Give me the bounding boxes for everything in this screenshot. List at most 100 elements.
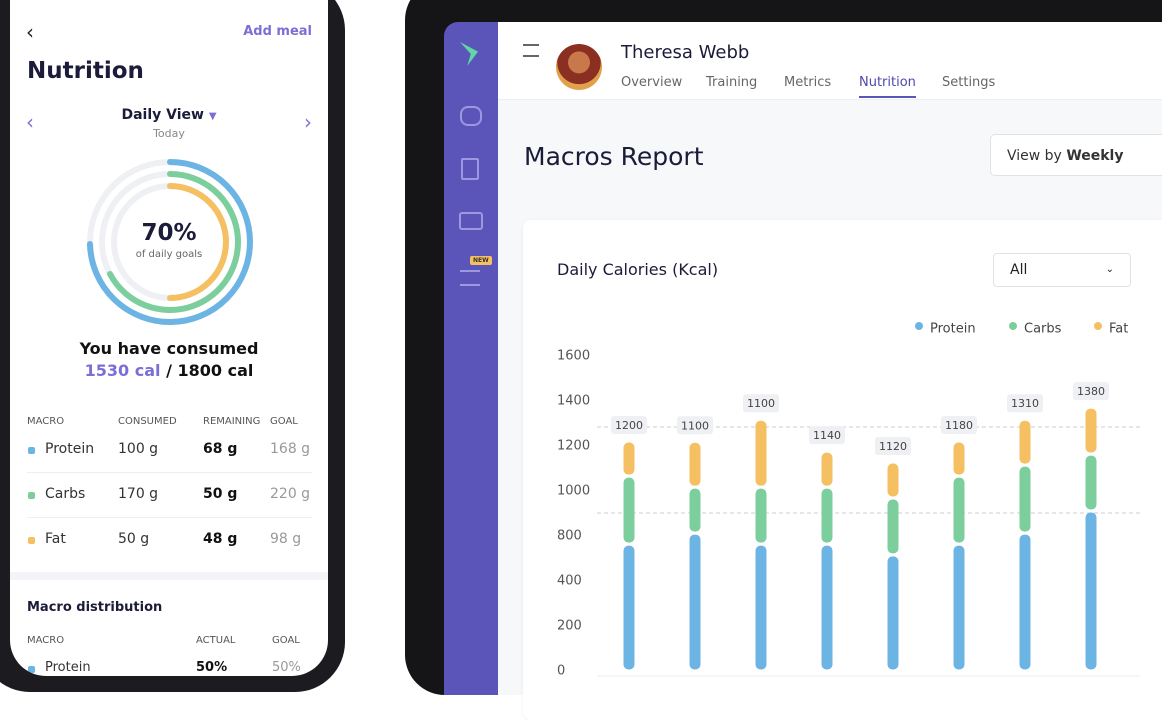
- back-button[interactable]: ‹: [26, 20, 34, 44]
- value-label-box: [743, 394, 779, 413]
- legend-label: Fat: [1109, 322, 1128, 337]
- bar-segment: [1085, 455, 1097, 510]
- consumed-current: 1530 cal: [84, 361, 161, 380]
- bar-segment: [887, 556, 899, 670]
- ring: [87, 159, 253, 325]
- user-name: Theresa Webb: [621, 42, 750, 63]
- legend-dot: [1009, 322, 1017, 330]
- table-header: MACRO: [27, 416, 65, 427]
- value-label: 1100: [747, 397, 775, 410]
- nav-icon[interactable]: [460, 106, 482, 126]
- table-cell: 220 g: [270, 486, 311, 502]
- table-cell: 98 g: [270, 531, 302, 547]
- tab[interactable]: Training: [706, 75, 758, 90]
- view-by[interactable]: View by Weekly: [990, 134, 1162, 176]
- phone-screen: ‹ Add meal Nutrition ‹ › Daily View ▼ To…: [10, 0, 328, 676]
- bar-segment: [1085, 512, 1097, 670]
- distribution-title: Macro distribution: [27, 600, 163, 615]
- bar-segment: [821, 545, 833, 670]
- y-tick-label: 800: [557, 529, 582, 544]
- bar-segment: [689, 534, 701, 670]
- view-sub: Today: [153, 127, 185, 140]
- view-by-value: Weekly: [1066, 148, 1124, 164]
- legend-label: Carbs: [1024, 322, 1062, 337]
- value-label: 1100: [681, 419, 709, 432]
- bar-segment: [821, 488, 833, 543]
- divider: [10, 572, 328, 580]
- new-badge: NEW: [470, 256, 492, 265]
- card-title: Daily Calories (Kcal): [557, 260, 719, 279]
- bar-segment: [623, 545, 635, 670]
- table-header: ACTUAL: [196, 635, 236, 646]
- table-header: GOAL: [270, 416, 298, 427]
- menu-icon[interactable]: [523, 44, 539, 57]
- y-tick-label: 200: [557, 619, 582, 634]
- value-label-box: [1073, 382, 1109, 401]
- table-cell: 50 g: [118, 531, 150, 547]
- y-tick-label: 1000: [557, 484, 590, 499]
- tab[interactable]: Overview: [621, 75, 683, 90]
- table-cell: 50 g: [203, 486, 238, 502]
- value-label: 1380: [1077, 385, 1105, 398]
- y-tick-label: 400: [557, 574, 582, 589]
- bar-segment: [755, 545, 767, 670]
- table-header: MACRO: [27, 635, 65, 646]
- bar-segment: [623, 442, 635, 475]
- bar-segment: [1019, 534, 1031, 670]
- view-select[interactable]: Daily View ▼: [121, 107, 217, 123]
- nav-icon[interactable]: [461, 158, 479, 180]
- legend-dot: [28, 666, 35, 673]
- bar-segment: [1019, 420, 1031, 464]
- bar-segment: [689, 488, 701, 532]
- value-label-box: [1007, 394, 1043, 413]
- consumed-total: / 1800 cal: [166, 361, 254, 380]
- add-meal[interactable]: Add meal: [243, 24, 312, 39]
- filter[interactable]: All ⌄: [993, 253, 1131, 287]
- bar-segment: [1085, 408, 1097, 453]
- prev[interactable]: ‹: [26, 110, 34, 134]
- y-tick-label: 0: [557, 664, 565, 679]
- table-cell: 170 g: [118, 486, 159, 502]
- row-divider: [27, 472, 312, 473]
- nav-icon[interactable]: [460, 270, 480, 286]
- table-cell: 50%: [272, 660, 301, 675]
- page-title: Macros Report: [524, 142, 704, 171]
- value-label: 1120: [879, 440, 907, 453]
- bar-segment: [821, 452, 833, 486]
- y-tick-label: 1200: [557, 439, 590, 454]
- value-label-box: [611, 416, 647, 435]
- tab[interactable]: Settings: [942, 75, 996, 90]
- consumed-title: You have consumed: [79, 339, 259, 358]
- tab[interactable]: Nutrition: [859, 75, 916, 98]
- value-label-box: [875, 436, 911, 455]
- value-label: 1200: [615, 419, 643, 432]
- value-label: 1310: [1011, 397, 1039, 410]
- table-cell: 48 g: [203, 531, 238, 547]
- consumed: 1530 cal / 1800 cal: [10, 361, 328, 380]
- table-cell: Carbs: [45, 486, 86, 502]
- table-header: GOAL: [272, 635, 300, 646]
- bar-segment: [689, 442, 701, 486]
- ring-label: of daily goals: [135, 249, 203, 260]
- bar-segment: [755, 420, 767, 486]
- table-cell: Fat: [45, 531, 66, 547]
- legend-dot: [28, 447, 35, 454]
- filter-value: All: [1010, 262, 1028, 278]
- table-cell: 68 g: [203, 441, 238, 457]
- tab[interactable]: Metrics: [784, 75, 832, 90]
- bar-segment: [953, 442, 965, 475]
- table-cell: Protein: [45, 660, 91, 675]
- legend-label: Protein: [930, 322, 976, 337]
- value-label-box: [677, 416, 713, 435]
- nav-icon[interactable]: [459, 212, 483, 230]
- row-divider: [27, 517, 312, 518]
- bar-segment: [1019, 466, 1031, 532]
- view-by-label: View by: [1007, 148, 1062, 164]
- bar-segment: [953, 545, 965, 670]
- legend-dot: [1094, 322, 1102, 330]
- legend-dot: [28, 537, 35, 544]
- next[interactable]: ›: [304, 110, 312, 134]
- table-cell: 50%: [196, 660, 228, 675]
- value-label: 1140: [813, 429, 841, 442]
